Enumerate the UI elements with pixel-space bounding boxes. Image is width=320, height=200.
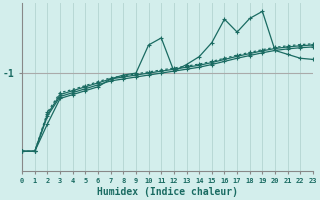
X-axis label: Humidex (Indice chaleur): Humidex (Indice chaleur)	[97, 187, 238, 197]
